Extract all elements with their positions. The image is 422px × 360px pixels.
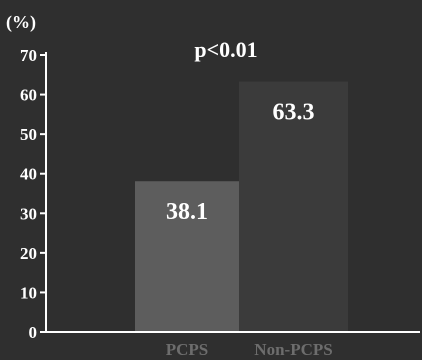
data-label: 38.1 [166,199,208,225]
y-axis-unit-label: (%) [6,12,36,33]
significance-annotation: p<0.01 [194,37,257,62]
y-tick-label: 0 [29,323,38,342]
bar-pcps [135,181,239,332]
y-tick-label: 30 [20,204,37,223]
data-label: 63.3 [273,100,315,126]
y-tick-label: 20 [20,244,37,263]
x-category-label: Non-PCPS [254,340,332,359]
y-tick-label: 40 [20,165,37,184]
axes-group: 0 10 20 30 40 50 60 70 PCPS Non-PCPS [20,46,420,359]
x-category-label: PCPS [166,340,209,359]
y-tick-label: 10 [20,283,37,302]
bar-non-pcps [239,81,348,333]
y-tick-label: 50 [20,125,37,144]
bars-group: 38.1 63.3 [135,81,348,333]
y-tick-label: 70 [20,46,37,65]
y-tick-label: 60 [20,86,37,105]
